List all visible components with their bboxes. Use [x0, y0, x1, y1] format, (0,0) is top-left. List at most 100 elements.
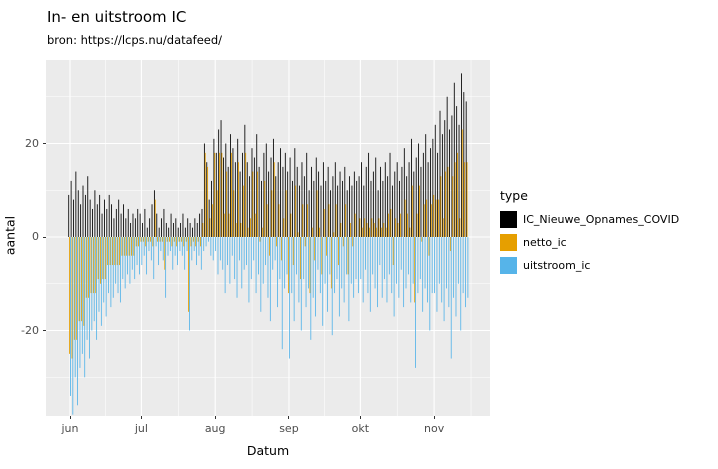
bar-uitstroom_ic	[91, 237, 93, 331]
bar-IC_Nieuwe_Opnames_COVID	[368, 152, 370, 237]
bar-netto_ic	[440, 176, 442, 237]
bar-uitstroom_ic	[262, 237, 264, 284]
bar-IC_Nieuwe_Opnames_COVID	[261, 180, 262, 237]
bar-IC_Nieuwe_Opnames_COVID	[106, 208, 108, 237]
bar-netto_ic	[366, 222, 368, 237]
bar-uitstroom_ic	[174, 237, 176, 256]
bar-netto_ic	[330, 237, 332, 289]
bar-uitstroom_ic	[143, 237, 145, 256]
bar-IC_Nieuwe_Opnames_COVID	[189, 222, 191, 237]
bar-IC_Nieuwe_Opnames_COVID	[301, 162, 303, 237]
bar-netto_ic	[90, 237, 92, 294]
bar-netto_ic	[185, 237, 187, 242]
bar-uitstroom_ic	[112, 237, 114, 298]
bar-IC_Nieuwe_Opnames_COVID	[461, 73, 462, 237]
bar-uitstroom_ic	[303, 237, 305, 280]
bar-uitstroom_ic	[146, 237, 148, 275]
bar-uitstroom_ic	[162, 237, 164, 261]
bar-IC_Nieuwe_Opnames_COVID	[275, 176, 277, 237]
bar-netto_ic	[416, 213, 418, 237]
bar-uitstroom_ic	[117, 237, 119, 294]
bar-netto_ic	[361, 227, 363, 237]
bar-IC_Nieuwe_Opnames_COVID	[277, 162, 279, 237]
bar-uitstroom_ic	[288, 237, 290, 359]
bar-uitstroom_ic	[186, 237, 188, 252]
bar-IC_Nieuwe_Opnames_COVID	[351, 185, 353, 237]
bar-IC_Nieuwe_Opnames_COVID	[339, 171, 341, 237]
bar-uitstroom_ic	[350, 237, 352, 284]
bar-netto_ic	[242, 185, 244, 237]
bar-uitstroom_ic	[131, 237, 133, 270]
bar-uitstroom_ic	[269, 237, 271, 322]
bar-netto_ic	[323, 208, 325, 237]
bar-IC_Nieuwe_Opnames_COVID	[263, 152, 265, 237]
bar-IC_Nieuwe_Opnames_COVID	[73, 199, 74, 237]
bar-uitstroom_ic	[93, 237, 95, 322]
bar-IC_Nieuwe_Opnames_COVID	[206, 162, 208, 237]
y-tick-label: -20	[21, 323, 39, 337]
bar-netto_ic	[328, 204, 330, 237]
bar-IC_Nieuwe_Opnames_COVID	[289, 157, 291, 237]
bar-netto_ic	[173, 237, 175, 242]
bar-netto_ic	[247, 227, 249, 237]
bar-netto_ic	[252, 171, 254, 237]
bar-IC_Nieuwe_Opnames_COVID	[325, 180, 327, 237]
bar-uitstroom_ic	[374, 237, 376, 289]
bar-uitstroom_ic	[286, 237, 288, 275]
bar-netto_ic	[128, 237, 130, 256]
bar-IC_Nieuwe_Opnames_COVID	[401, 166, 403, 237]
bar-netto_ic	[442, 218, 444, 237]
bar-IC_Nieuwe_Opnames_COVID	[458, 124, 460, 237]
bar-uitstroom_ic	[403, 237, 405, 308]
bar-IC_Nieuwe_Opnames_COVID	[430, 148, 431, 237]
bar-uitstroom_ic	[381, 237, 383, 298]
plot-panel	[46, 60, 490, 416]
bar-netto_ic	[257, 171, 259, 237]
bar-IC_Nieuwe_Opnames_COVID	[346, 190, 348, 237]
bar-uitstroom_ic	[343, 237, 345, 303]
bar-uitstroom_ic	[231, 237, 233, 256]
bar-netto_ic	[316, 190, 318, 237]
bar-IC_Nieuwe_Opnames_COVID	[422, 152, 424, 237]
bar-uitstroom_ic	[329, 237, 331, 275]
bar-IC_Nieuwe_Opnames_COVID	[246, 162, 248, 237]
bar-IC_Nieuwe_Opnames_COVID	[349, 176, 350, 237]
bar-netto_ic	[230, 152, 232, 237]
bar-netto_ic	[271, 190, 273, 237]
bar-IC_Nieuwe_Opnames_COVID	[211, 180, 212, 237]
bar-IC_Nieuwe_Opnames_COVID	[451, 115, 453, 237]
bar-IC_Nieuwe_Opnames_COVID	[118, 199, 120, 237]
y-tick-mark	[43, 330, 46, 331]
bar-IC_Nieuwe_Opnames_COVID	[68, 194, 70, 237]
bar-IC_Nieuwe_Opnames_COVID	[115, 208, 117, 237]
bar-netto_ic	[202, 222, 204, 237]
bar-netto_ic	[261, 227, 263, 237]
bar-IC_Nieuwe_Opnames_COVID	[244, 124, 246, 237]
bar-netto_ic	[449, 237, 451, 252]
bar-IC_Nieuwe_Opnames_COVID	[391, 185, 393, 237]
bar-uitstroom_ic	[208, 237, 209, 242]
bar-IC_Nieuwe_Opnames_COVID	[249, 176, 251, 237]
bar-IC_Nieuwe_Opnames_COVID	[425, 134, 427, 237]
bar-netto_ic	[304, 237, 306, 247]
bar-IC_Nieuwe_Opnames_COVID	[213, 138, 215, 237]
bar-netto_ic	[223, 213, 225, 237]
bar-uitstroom_ic	[134, 237, 136, 280]
bar-IC_Nieuwe_Opnames_COVID	[363, 185, 365, 237]
bar-uitstroom_ic	[139, 237, 140, 275]
bar-netto_ic	[378, 218, 380, 237]
bar-uitstroom_ic	[355, 237, 357, 280]
bar-uitstroom_ic	[115, 237, 117, 284]
bar-uitstroom_ic	[457, 237, 459, 284]
bar-netto_ic	[228, 213, 230, 237]
bar-IC_Nieuwe_Opnames_COVID	[287, 171, 289, 237]
bar-IC_Nieuwe_Opnames_COVID	[253, 157, 255, 237]
bar-netto_ic	[121, 237, 123, 256]
bar-uitstroom_ic	[365, 237, 366, 270]
bar-netto_ic	[364, 218, 366, 237]
legend: type IC_Nieuwe_Opnames_COVID netto_ic ui…	[500, 188, 715, 280]
bar-netto_ic	[164, 237, 166, 270]
bar-netto_ic	[390, 208, 392, 237]
bar-uitstroom_ic	[448, 237, 450, 308]
